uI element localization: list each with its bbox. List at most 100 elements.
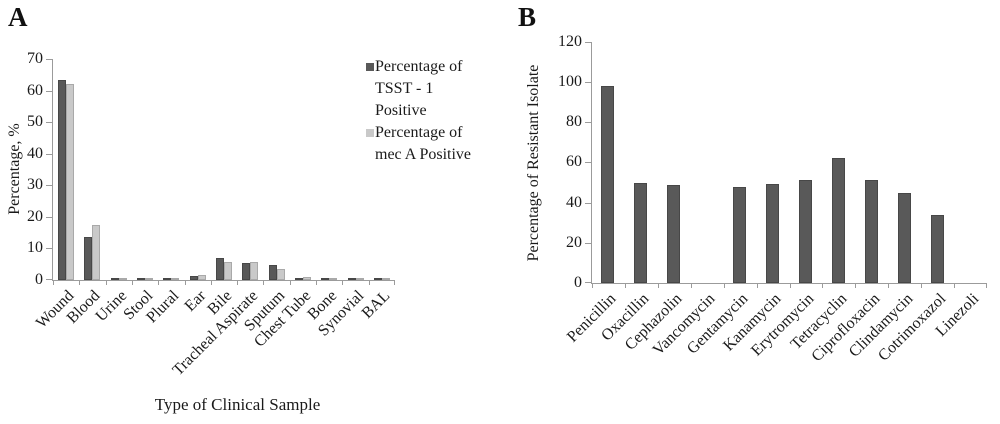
x-tick (394, 280, 395, 285)
y-tick (46, 154, 52, 155)
x-tick (625, 283, 626, 288)
x-tick (185, 280, 186, 285)
x-tick (888, 283, 889, 288)
bar-series-dark (137, 278, 145, 280)
legend-swatch-light-icon (366, 129, 374, 137)
x-tick (342, 280, 343, 285)
panel-a-y-axis-title: Percentage, % (6, 123, 23, 215)
bar (667, 185, 680, 283)
y-tick (585, 82, 591, 83)
x-tick (132, 280, 133, 285)
x-tick (986, 283, 987, 288)
bar-series-light (198, 275, 206, 280)
y-tick-label: 100 (558, 73, 582, 90)
y-tick (585, 42, 591, 43)
y-tick (46, 91, 52, 92)
x-tick (79, 280, 80, 285)
x-tick (592, 283, 593, 288)
legend-label-meca: Percentage of mec A Positive (375, 124, 471, 163)
y-tick-label: 40 (27, 145, 43, 162)
panel-a-plot-area: 0 10 20 30 40 50 60 70 Wound Blood Urine Stool Plura… (27, 51, 395, 379)
y-tick-label: 80 (566, 113, 582, 130)
x-tick (237, 280, 238, 285)
y-tick-label: 10 (27, 239, 43, 256)
y-tick-label: 60 (566, 153, 582, 170)
y-tick-label: 70 (27, 50, 43, 67)
bar (799, 180, 812, 283)
y-tick-label: 50 (27, 113, 43, 130)
bar-series-dark (321, 278, 329, 280)
y-tick (585, 243, 591, 244)
y-tick-label: 40 (566, 194, 582, 211)
x-tick (790, 283, 791, 288)
x-tick (53, 280, 54, 285)
y-tick-label: 60 (27, 82, 43, 99)
bar-series-dark (58, 80, 66, 280)
bar-series-light (382, 278, 390, 280)
y-tick (46, 217, 52, 218)
y-axis-line (591, 42, 592, 284)
x-axis-line (591, 283, 987, 284)
y-tick (585, 203, 591, 204)
panel-a-x-axis-title: Type of Clinical Sample (154, 395, 321, 414)
bar-series-dark (163, 278, 171, 280)
y-tick-label: 0 (574, 274, 582, 291)
x-tick (211, 280, 212, 285)
bar-series-dark (111, 278, 119, 280)
bar-series-dark (84, 237, 92, 280)
legend-item-tsst: Percentage of TSST - 1 Positive (366, 56, 498, 122)
legend-item-meca: Percentage of mec A Positive (366, 122, 498, 166)
x-tick (757, 283, 758, 288)
bar (898, 193, 911, 283)
bar-series-light (224, 262, 232, 280)
y-tick-label: 20 (566, 234, 582, 251)
bar-series-dark (242, 263, 250, 280)
panel-a-legend: Percentage of TSST - 1 Positive Percenta… (366, 56, 498, 166)
bar (601, 86, 614, 283)
bar-series-dark (295, 278, 303, 280)
y-tick (46, 248, 52, 249)
x-tick (158, 280, 159, 285)
bar-series-light (145, 278, 153, 280)
x-tick (369, 280, 370, 285)
y-tick (585, 162, 591, 163)
bar-series-dark (374, 278, 382, 280)
panel-b-label: B (518, 2, 537, 32)
bar (733, 187, 746, 283)
y-axis-line (52, 59, 53, 281)
bar-series-dark (348, 278, 356, 280)
y-tick (585, 122, 591, 123)
x-tick (691, 283, 692, 288)
bar-series-dark (269, 265, 277, 280)
x-tick (658, 283, 659, 288)
y-tick-label: 120 (558, 33, 582, 50)
bar-series-light (171, 278, 179, 280)
x-tick (855, 283, 856, 288)
y-tick (46, 122, 52, 123)
y-tick (46, 59, 52, 60)
bar-series-light (119, 278, 127, 280)
legend-swatch-dark-icon (366, 63, 374, 71)
bar-series-light (303, 277, 311, 280)
bar-series-light (329, 278, 337, 280)
x-axis-line (52, 280, 395, 281)
bar-series-light (277, 269, 285, 280)
bar-series-light (250, 262, 258, 280)
x-tick (921, 283, 922, 288)
y-tick-label: 20 (27, 208, 43, 225)
bar-series-light (92, 225, 100, 280)
x-tick (822, 283, 823, 288)
x-tick (954, 283, 955, 288)
y-tick-label: 0 (35, 271, 43, 288)
x-tick (106, 280, 107, 285)
bar (931, 215, 944, 283)
x-tick (263, 280, 264, 285)
y-tick (585, 282, 591, 283)
bar (634, 183, 647, 283)
x-tick (290, 280, 291, 285)
x-tick (316, 280, 317, 285)
y-tick (46, 185, 52, 186)
legend-label-tsst: Percentage of TSST - 1 Positive (375, 58, 463, 119)
panel-a-label: A (8, 2, 28, 32)
